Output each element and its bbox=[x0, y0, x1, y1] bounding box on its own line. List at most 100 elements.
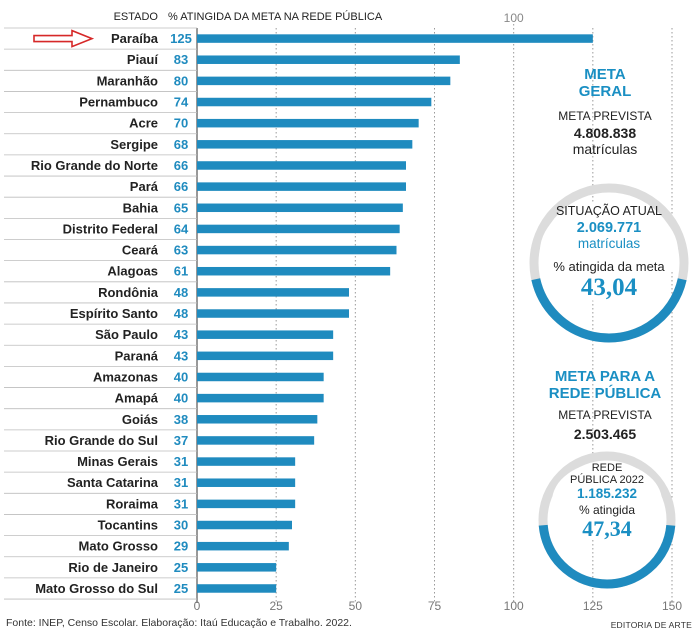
meta-publica-gauge-text: REDE PÚBLICA 2022 1.185.232 % atingida 4… bbox=[552, 462, 662, 541]
bar bbox=[197, 541, 289, 551]
x-tick-label: 0 bbox=[194, 599, 201, 613]
value-label: 25 bbox=[174, 560, 188, 575]
bar bbox=[197, 224, 400, 234]
meta-publica-prevista-value: 2.503.465 bbox=[573, 426, 637, 442]
state-label: Rondônia bbox=[98, 285, 159, 300]
bar bbox=[197, 457, 296, 466]
rede-label-1: REDE bbox=[591, 462, 623, 474]
value-label: 64 bbox=[174, 221, 189, 236]
value-label: 38 bbox=[174, 412, 188, 427]
value-label: 74 bbox=[174, 95, 189, 110]
bar bbox=[197, 415, 318, 424]
bar bbox=[197, 436, 315, 445]
bar bbox=[197, 309, 349, 318]
bar bbox=[197, 288, 349, 297]
value-label: 29 bbox=[174, 539, 188, 554]
value-label: 65 bbox=[174, 200, 188, 215]
state-label: Espírito Santo bbox=[70, 306, 158, 321]
meta-geral-gauge-text: SITUAÇÃO ATUAL 2.069.771 matrículas % at… bbox=[540, 200, 678, 302]
rede-pct-value: 47,34 bbox=[582, 516, 632, 541]
bar bbox=[197, 393, 324, 403]
state-label: Piauí bbox=[127, 52, 158, 67]
meta-publica-title-2: REDE PÚBLICA bbox=[548, 385, 662, 402]
value-label: 66 bbox=[174, 179, 188, 194]
state-label: São Paulo bbox=[95, 327, 158, 342]
x-tick-label: 75 bbox=[428, 599, 442, 613]
value-label: 68 bbox=[174, 137, 188, 152]
bar bbox=[197, 118, 419, 128]
bar bbox=[197, 97, 432, 107]
value-label: 66 bbox=[174, 158, 188, 173]
value-label: 25 bbox=[174, 581, 188, 596]
state-label: Acre bbox=[129, 116, 158, 131]
state-label: Sergipe bbox=[110, 137, 158, 152]
state-label: Distrito Federal bbox=[63, 221, 158, 236]
meta-publica-gauge bbox=[538, 451, 676, 589]
highlight-arrow bbox=[33, 29, 95, 48]
bar bbox=[197, 55, 460, 64]
meta-publica-gauge-fill bbox=[538, 451, 676, 589]
credit-note: EDITORIA DE ARTE bbox=[610, 620, 692, 630]
state-label: Pará bbox=[130, 179, 159, 194]
value-label: 43 bbox=[174, 348, 188, 363]
category-header: ESTADO bbox=[114, 11, 159, 23]
rede-value: 1.185.232 bbox=[576, 486, 638, 501]
bar bbox=[197, 478, 296, 487]
meta-geral-gauge bbox=[529, 183, 689, 343]
meta-geral-prevista-value: 4.808.838 bbox=[573, 125, 637, 141]
bar bbox=[197, 351, 334, 361]
value-label: 70 bbox=[174, 116, 188, 131]
value-label: 125 bbox=[170, 31, 192, 46]
value-label: 31 bbox=[174, 454, 188, 469]
value-label: 80 bbox=[174, 73, 188, 88]
x-tick-label: 150 bbox=[662, 599, 682, 613]
value-label: 31 bbox=[174, 475, 188, 490]
value-label: 43 bbox=[174, 327, 188, 342]
reference-line-label: 100 bbox=[504, 11, 524, 25]
value-label: 31 bbox=[174, 496, 188, 511]
meta-publica-prevista-label: META PREVISTA bbox=[558, 408, 652, 422]
value-label: 48 bbox=[174, 306, 188, 321]
bar bbox=[197, 372, 324, 382]
value-label: 63 bbox=[174, 243, 188, 258]
meta-publica-title-1: META PARA A bbox=[554, 368, 656, 385]
bar bbox=[197, 499, 296, 509]
state-label: Paraíba bbox=[111, 31, 159, 46]
bar bbox=[197, 584, 277, 593]
state-label: Amazonas bbox=[93, 369, 158, 384]
bar bbox=[197, 266, 391, 276]
bar bbox=[197, 140, 413, 149]
rede-pct-label: % atingida bbox=[578, 503, 636, 517]
x-tick-label: 25 bbox=[269, 599, 283, 613]
value-label: 61 bbox=[174, 264, 188, 279]
meta-geral-prevista-unit: matrículas bbox=[572, 141, 638, 157]
bar bbox=[197, 76, 451, 86]
meta-geral-title-2: GERAL bbox=[578, 83, 632, 100]
meta-geral-panel: META GERAL META PREVISTA 4.808.838 matrí… bbox=[515, 66, 695, 157]
state-label: Mato Grosso bbox=[79, 539, 159, 554]
rede-label-2: PÚBLICA 2022 bbox=[570, 474, 644, 486]
meta-geral-title-1: META bbox=[584, 66, 626, 83]
bar bbox=[197, 34, 593, 43]
value-label: 83 bbox=[174, 52, 188, 67]
situacao-label: SITUAÇÃO ATUAL bbox=[555, 204, 663, 218]
x-tick-label: 125 bbox=[583, 599, 603, 613]
state-label: Alagoas bbox=[107, 264, 158, 279]
bar bbox=[197, 245, 397, 255]
state-label: Ceará bbox=[122, 243, 159, 258]
state-label: Roraima bbox=[106, 496, 159, 511]
bar bbox=[197, 203, 403, 213]
value-header: % ATINGIDA DA META NA REDE PÚBLICA bbox=[168, 10, 383, 23]
x-tick-label: 50 bbox=[349, 599, 363, 613]
bar bbox=[197, 330, 334, 339]
bar bbox=[197, 563, 277, 572]
state-label: Rio Grande do Sul bbox=[45, 433, 158, 448]
bar bbox=[197, 520, 292, 530]
state-label: Santa Catarina bbox=[67, 475, 159, 490]
state-label: Rio de Janeiro bbox=[68, 560, 158, 575]
state-label: Rio Grande do Norte bbox=[31, 158, 158, 173]
state-label: Maranhão bbox=[97, 73, 158, 88]
state-label: Minas Gerais bbox=[77, 454, 158, 469]
situacao-value: 2.069.771 bbox=[576, 220, 642, 236]
